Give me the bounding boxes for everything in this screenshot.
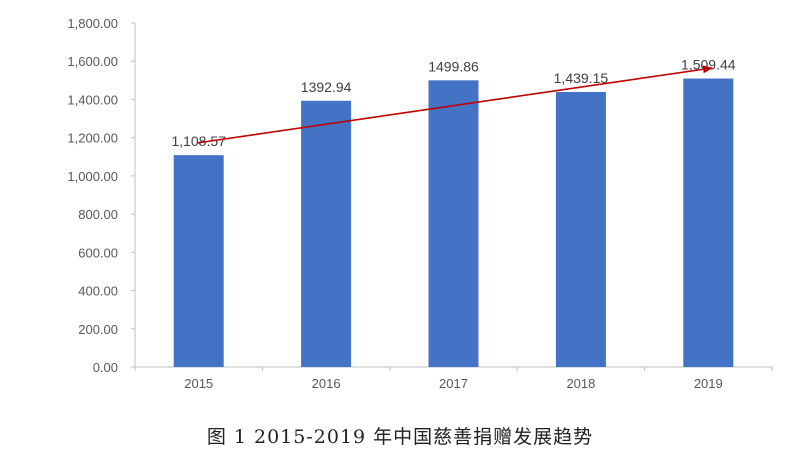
- y-tick-label: 200.00: [78, 322, 118, 337]
- data-label-2015: 1,108.57: [171, 133, 226, 149]
- bar-2018: [555, 91, 606, 367]
- y-tick-label: 0.00: [93, 360, 118, 375]
- data-label-2019: 1,509.44: [681, 57, 736, 73]
- x-category-label: 2016: [312, 376, 341, 391]
- x-axis: 2015 2016 2017 2018 2019: [134, 366, 773, 391]
- bar-2016: [301, 100, 352, 367]
- trend-arrow: [196, 65, 713, 144]
- bar-2017: [428, 80, 479, 367]
- bar-series: [173, 78, 734, 368]
- y-tick-label: 800.00: [78, 207, 118, 222]
- x-category-label: 2015: [184, 376, 213, 391]
- figure-caption: 图 1 2015-2019 年中国慈善捐赠发展趋势: [206, 426, 594, 448]
- data-labels: 1,108.57 1392.94 1499.86 1,439.15 1,509.44: [171, 57, 735, 150]
- data-label-2018: 1,439.15: [554, 70, 609, 86]
- y-tick-label: 1,200.00: [67, 131, 118, 146]
- y-axis: 0.00 200.00 400.00 600.00 800.00 1,000.00 1,20…: [67, 16, 136, 375]
- bar-2015: [173, 155, 224, 367]
- x-category-label: 2019: [694, 376, 723, 391]
- x-category-label: 2018: [566, 376, 595, 391]
- x-category-label: 2017: [439, 376, 468, 391]
- y-tick-label: 1,600.00: [67, 54, 118, 69]
- y-tick-label: 1,800.00: [67, 16, 118, 31]
- data-label-2016: 1392.94: [301, 79, 352, 95]
- y-tick-label: 400.00: [78, 284, 118, 299]
- data-label-2017: 1499.86: [428, 58, 479, 74]
- bar-2019: [683, 78, 734, 368]
- y-tick-label: 1,400.00: [67, 92, 118, 107]
- y-tick-label: 600.00: [78, 245, 118, 260]
- y-tick-label: 1,000.00: [67, 169, 118, 184]
